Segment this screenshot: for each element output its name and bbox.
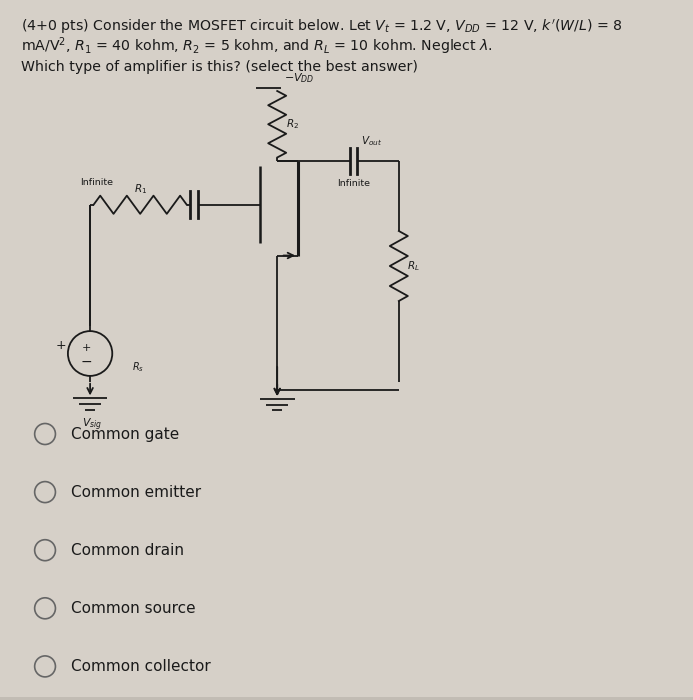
Text: Infinite: Infinite <box>337 178 370 188</box>
Text: $R_L$: $R_L$ <box>407 259 420 273</box>
Text: $V_{out}$: $V_{out}$ <box>360 134 382 148</box>
Text: Common source: Common source <box>71 601 195 616</box>
Text: (4+0 pts) Consider the MOSFET circuit below. Let $V_t$ = 1.2 V, $V_{DD}$ = 12 V,: (4+0 pts) Consider the MOSFET circuit be… <box>21 18 622 36</box>
Text: Common drain: Common drain <box>71 542 184 558</box>
Text: Common emitter: Common emitter <box>71 484 201 500</box>
Text: $R_1$: $R_1$ <box>134 182 147 195</box>
Text: Common gate: Common gate <box>71 426 179 442</box>
Text: $R_2$: $R_2$ <box>286 118 299 131</box>
Text: Common collector: Common collector <box>71 659 211 674</box>
Text: $V_{sig}$: $V_{sig}$ <box>82 416 102 433</box>
Text: mA/V$^2$, $R_1$ = 40 kohm, $R_2$ = 5 kohm, and $R_L$ = 10 kohm. Neglect $\lambda: mA/V$^2$, $R_1$ = 40 kohm, $R_2$ = 5 koh… <box>21 35 493 57</box>
Text: $-V_{DD}$: $-V_{DD}$ <box>284 71 315 85</box>
Text: −: − <box>81 355 92 369</box>
Text: Which type of amplifier is this? (select the best answer): Which type of amplifier is this? (select… <box>21 60 418 74</box>
Text: $R_s$: $R_s$ <box>132 360 144 374</box>
Text: +: + <box>55 339 67 351</box>
Bar <box>0 697 693 700</box>
Text: +: + <box>82 343 91 353</box>
Text: Infinite: Infinite <box>80 178 114 187</box>
